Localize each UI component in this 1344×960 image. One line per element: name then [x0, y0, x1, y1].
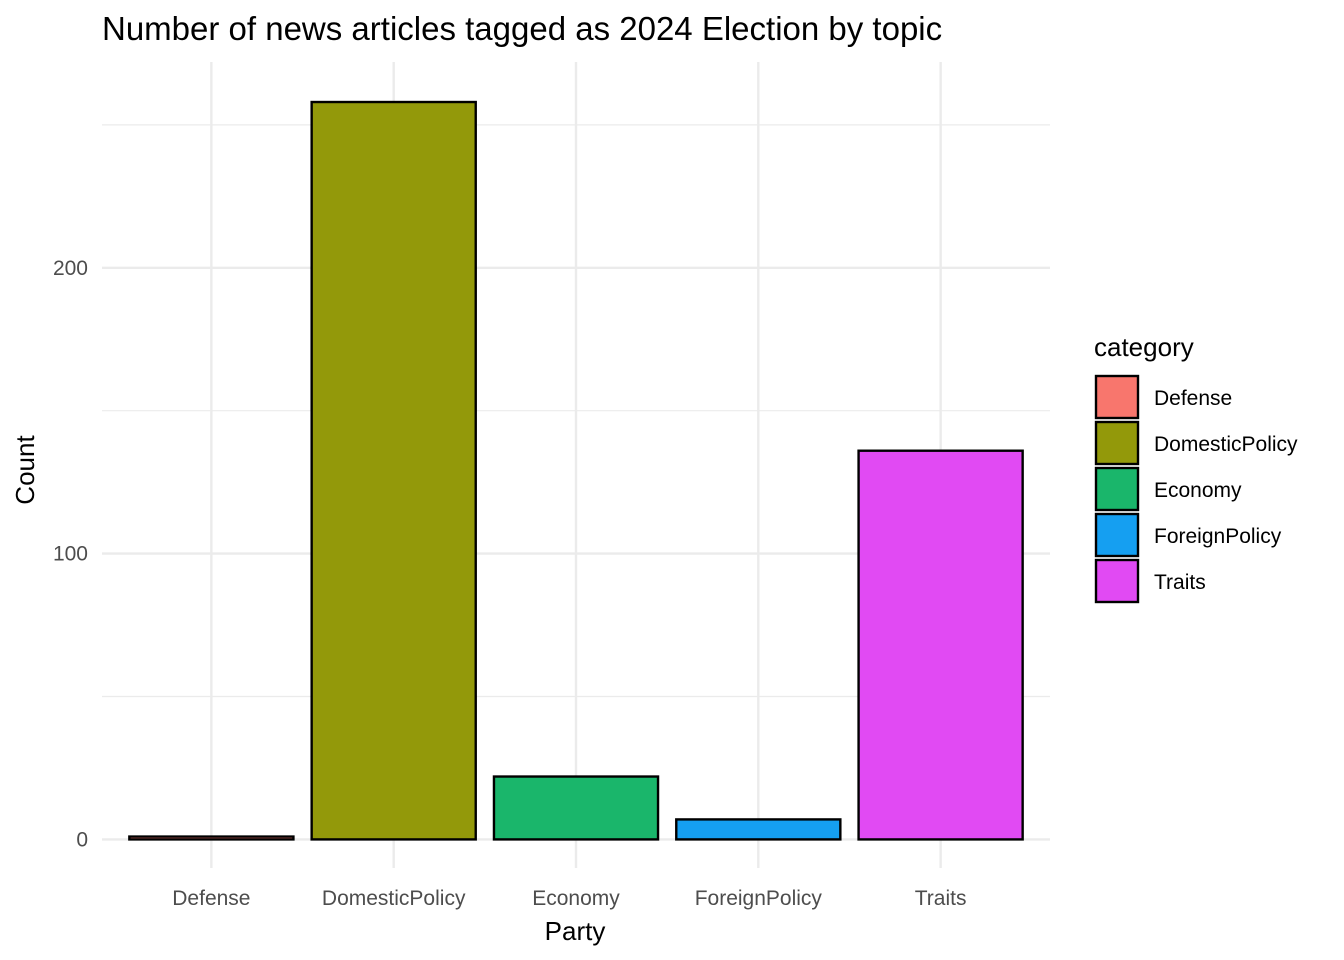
x-tick-label: ForeignPolicy — [695, 887, 823, 910]
bar-foreignpolicy — [675, 818, 842, 841]
x-tick-label: Traits — [915, 887, 967, 910]
legend-title: category — [1094, 332, 1194, 362]
legend-label: Economy — [1154, 479, 1242, 502]
legend-label: ForeignPolicy — [1154, 525, 1282, 548]
y-tick-label: 200 — [53, 257, 88, 280]
legend-swatch — [1094, 374, 1140, 420]
x-axis-ticks: Defense DomesticPolicy Economy ForeignPolic… — [172, 887, 966, 910]
chart-title: Number of news articles tagged as 2024 E… — [102, 10, 942, 47]
legend-label: Defense — [1154, 387, 1232, 410]
legend: category Defense DomesticPolicy Economy For… — [1094, 332, 1298, 604]
legend-swatch — [1094, 558, 1140, 604]
bars — [128, 100, 1024, 841]
bar-defense — [128, 835, 295, 841]
y-tick-label: 100 — [53, 543, 88, 566]
bar-traits — [857, 449, 1024, 841]
legend-swatch — [1094, 466, 1140, 512]
legend-swatch — [1094, 512, 1140, 558]
legend-swatch — [1094, 420, 1140, 466]
x-axis-title: Party — [545, 916, 606, 946]
bar-economy — [492, 775, 660, 841]
y-axis-title: Count — [10, 435, 40, 505]
bar-domesticpolicy — [310, 100, 477, 841]
x-tick-label: Defense — [172, 887, 250, 910]
y-tick-label: 0 — [76, 828, 88, 851]
x-tick-label: DomesticPolicy — [322, 887, 466, 910]
y-axis-ticks: 0 100 200 — [53, 257, 88, 852]
legend-items: Defense DomesticPolicy Economy ForeignPolic… — [1094, 374, 1298, 604]
legend-label: DomesticPolicy — [1154, 433, 1298, 456]
x-tick-label: Economy — [532, 887, 620, 910]
legend-label: Traits — [1154, 571, 1206, 594]
